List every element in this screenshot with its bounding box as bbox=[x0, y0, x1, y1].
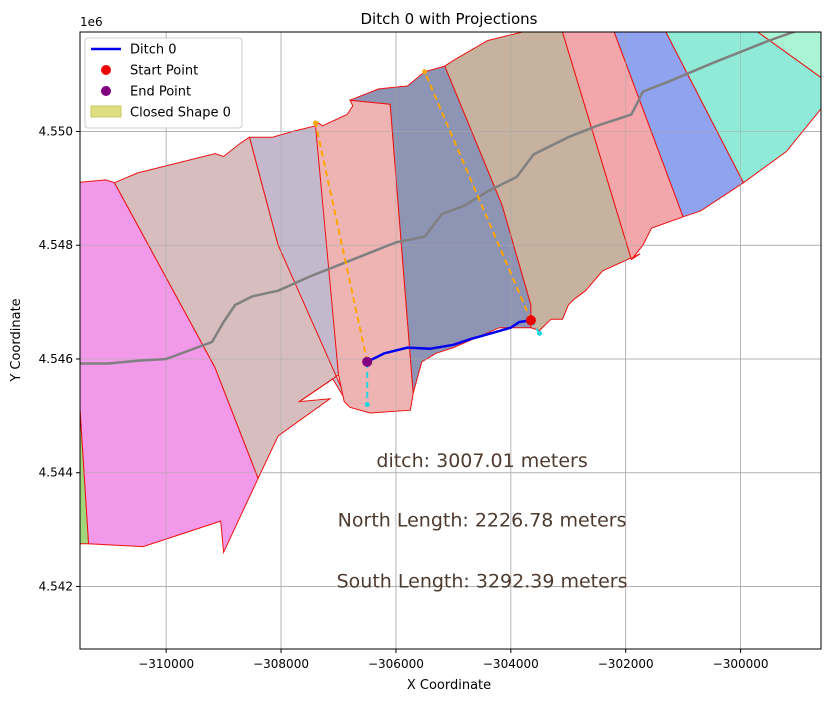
x-tick-label: −304000 bbox=[483, 657, 539, 671]
y-tick-label: 4.546 bbox=[39, 352, 73, 366]
segment-polygon bbox=[756, 32, 821, 79]
y-offset-label: 1e6 bbox=[80, 15, 103, 29]
legend-patch-swatch bbox=[90, 105, 122, 118]
projection-line bbox=[314, 122, 369, 363]
x-tick-label: −302000 bbox=[598, 657, 654, 671]
legend-label: Ditch 0 bbox=[130, 43, 177, 58]
end-point-marker bbox=[362, 356, 373, 367]
projection-endpoint bbox=[364, 401, 370, 407]
y-tick-label: 4.542 bbox=[39, 579, 73, 593]
legend: Ditch 0 Start Point End Point Closed Shape … bbox=[84, 37, 243, 129]
annotations: ditch: 3007.01 meters North Length: 2226.… bbox=[337, 450, 628, 593]
legend-marker-swatch bbox=[101, 86, 111, 96]
ditch-line bbox=[366, 319, 532, 363]
segment-polygon bbox=[561, 32, 684, 261]
segment-polygon bbox=[820, 32, 821, 111]
x-tick-label: −306000 bbox=[368, 657, 424, 671]
legend-label: Closed Shape 0 bbox=[130, 106, 231, 121]
plot-area bbox=[80, 32, 821, 649]
y-tick-label: 4.544 bbox=[39, 466, 73, 480]
projection-endpoint bbox=[422, 69, 428, 75]
x-axis-label: X Coordinate bbox=[407, 678, 491, 693]
legend-label: Start Point bbox=[130, 64, 198, 79]
segment-polygon bbox=[665, 32, 821, 184]
start-point-marker bbox=[525, 315, 536, 326]
legend-label: End Point bbox=[130, 85, 191, 100]
legend-box bbox=[84, 37, 243, 129]
segment-polygon bbox=[613, 32, 745, 218]
chart-title: Ditch 0 with Projections bbox=[360, 10, 537, 28]
length-annotation: South Length: 3292.39 meters bbox=[337, 571, 628, 593]
length-annotation: North Length: 2226.78 meters bbox=[338, 510, 627, 532]
plot-frame bbox=[79, 31, 822, 650]
centerline bbox=[80, 32, 798, 365]
projection-line bbox=[423, 71, 532, 321]
projection-endpoint bbox=[313, 120, 319, 126]
y-tick-label: 4.550 bbox=[39, 125, 73, 139]
y-axis-label: Y Coordinate bbox=[9, 298, 24, 382]
x-tick-label: −310000 bbox=[138, 657, 194, 671]
x-tick-label: −308000 bbox=[253, 657, 309, 671]
axis-ticks: −310000 −308000 −306000 −304000 −302000 −3000… bbox=[39, 125, 769, 671]
projection-endpoint bbox=[537, 330, 543, 336]
legend-marker-swatch bbox=[101, 65, 111, 75]
length-annotation: ditch: 3007.01 meters bbox=[376, 450, 587, 472]
x-tick-label: −300000 bbox=[713, 657, 769, 671]
segment-polygon bbox=[80, 179, 259, 555]
y-tick-label: 4.548 bbox=[39, 238, 73, 252]
